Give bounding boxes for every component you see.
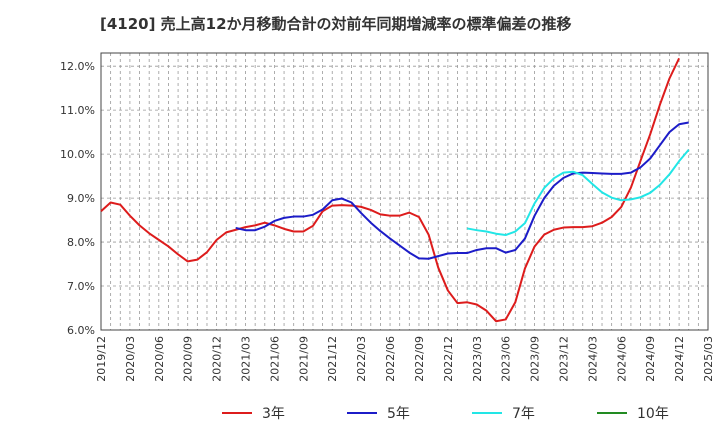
x-tick-label: 2025/03 [702,336,715,382]
y-tick-label: 7.0% [67,280,95,293]
x-tick-label: 2021/03 [240,336,253,382]
x-tick-label: 2024/03 [586,336,599,382]
legend-label: 5年 [387,406,410,422]
series-line-3年 [100,57,681,323]
y-tick-label: 10.0% [60,148,95,161]
x-tick-label: 2022/03 [355,336,368,382]
y-tick-label: 8.0% [67,236,95,249]
x-tick-label: 2024/06 [615,336,628,382]
x-axis: 2019/12 2020/03 2020/06 2020/09 2020/12 2021/… [95,336,715,382]
x-tick-label: 2021/12 [326,336,339,382]
x-tick-label: 2023/12 [557,336,570,382]
plot-area [100,52,709,331]
x-tick-label: 2023/06 [500,336,513,382]
x-tick-label: 2023/09 [529,336,542,382]
legend-label: 10年 [637,406,669,422]
legend: 3年 5年 7年 10年 [222,406,669,422]
grid-lines [101,53,708,331]
x-tick-label: 2020/03 [124,336,137,382]
x-tick-label: 2022/09 [413,336,426,382]
y-axis: 6.0% 7.0% 8.0% 9.0% 10.0% 11.0% 12.0% [60,60,95,337]
legend-label: 7年 [512,406,535,422]
y-tick-label: 6.0% [67,324,95,337]
x-tick-label: 2023/03 [471,336,484,382]
legend-label: 3年 [262,406,285,422]
x-tick-label: 2019/12 [95,336,108,382]
x-tick-label: 2021/09 [297,336,310,382]
x-tick-label: 2022/12 [442,336,455,382]
x-tick-label: 2022/06 [384,336,397,382]
x-tick-label: 2020/12 [211,336,224,382]
series-line-7年 [466,149,690,237]
y-tick-label: 9.0% [67,192,95,205]
series-lines [100,57,690,323]
x-tick-label: 2020/06 [153,336,166,382]
chart-title: [4120] 売上高12か月移動合計の対前年同期増減率の標準偏差の推移 [100,15,572,33]
x-tick-label: 2024/09 [644,336,657,382]
x-tick-label: 2024/12 [673,336,686,382]
x-tick-label: 2021/06 [268,336,281,382]
x-tick-label: 2020/09 [182,336,195,382]
y-tick-label: 11.0% [60,104,95,117]
series-line-5年 [235,121,689,260]
y-tick-label: 12.0% [60,60,95,73]
